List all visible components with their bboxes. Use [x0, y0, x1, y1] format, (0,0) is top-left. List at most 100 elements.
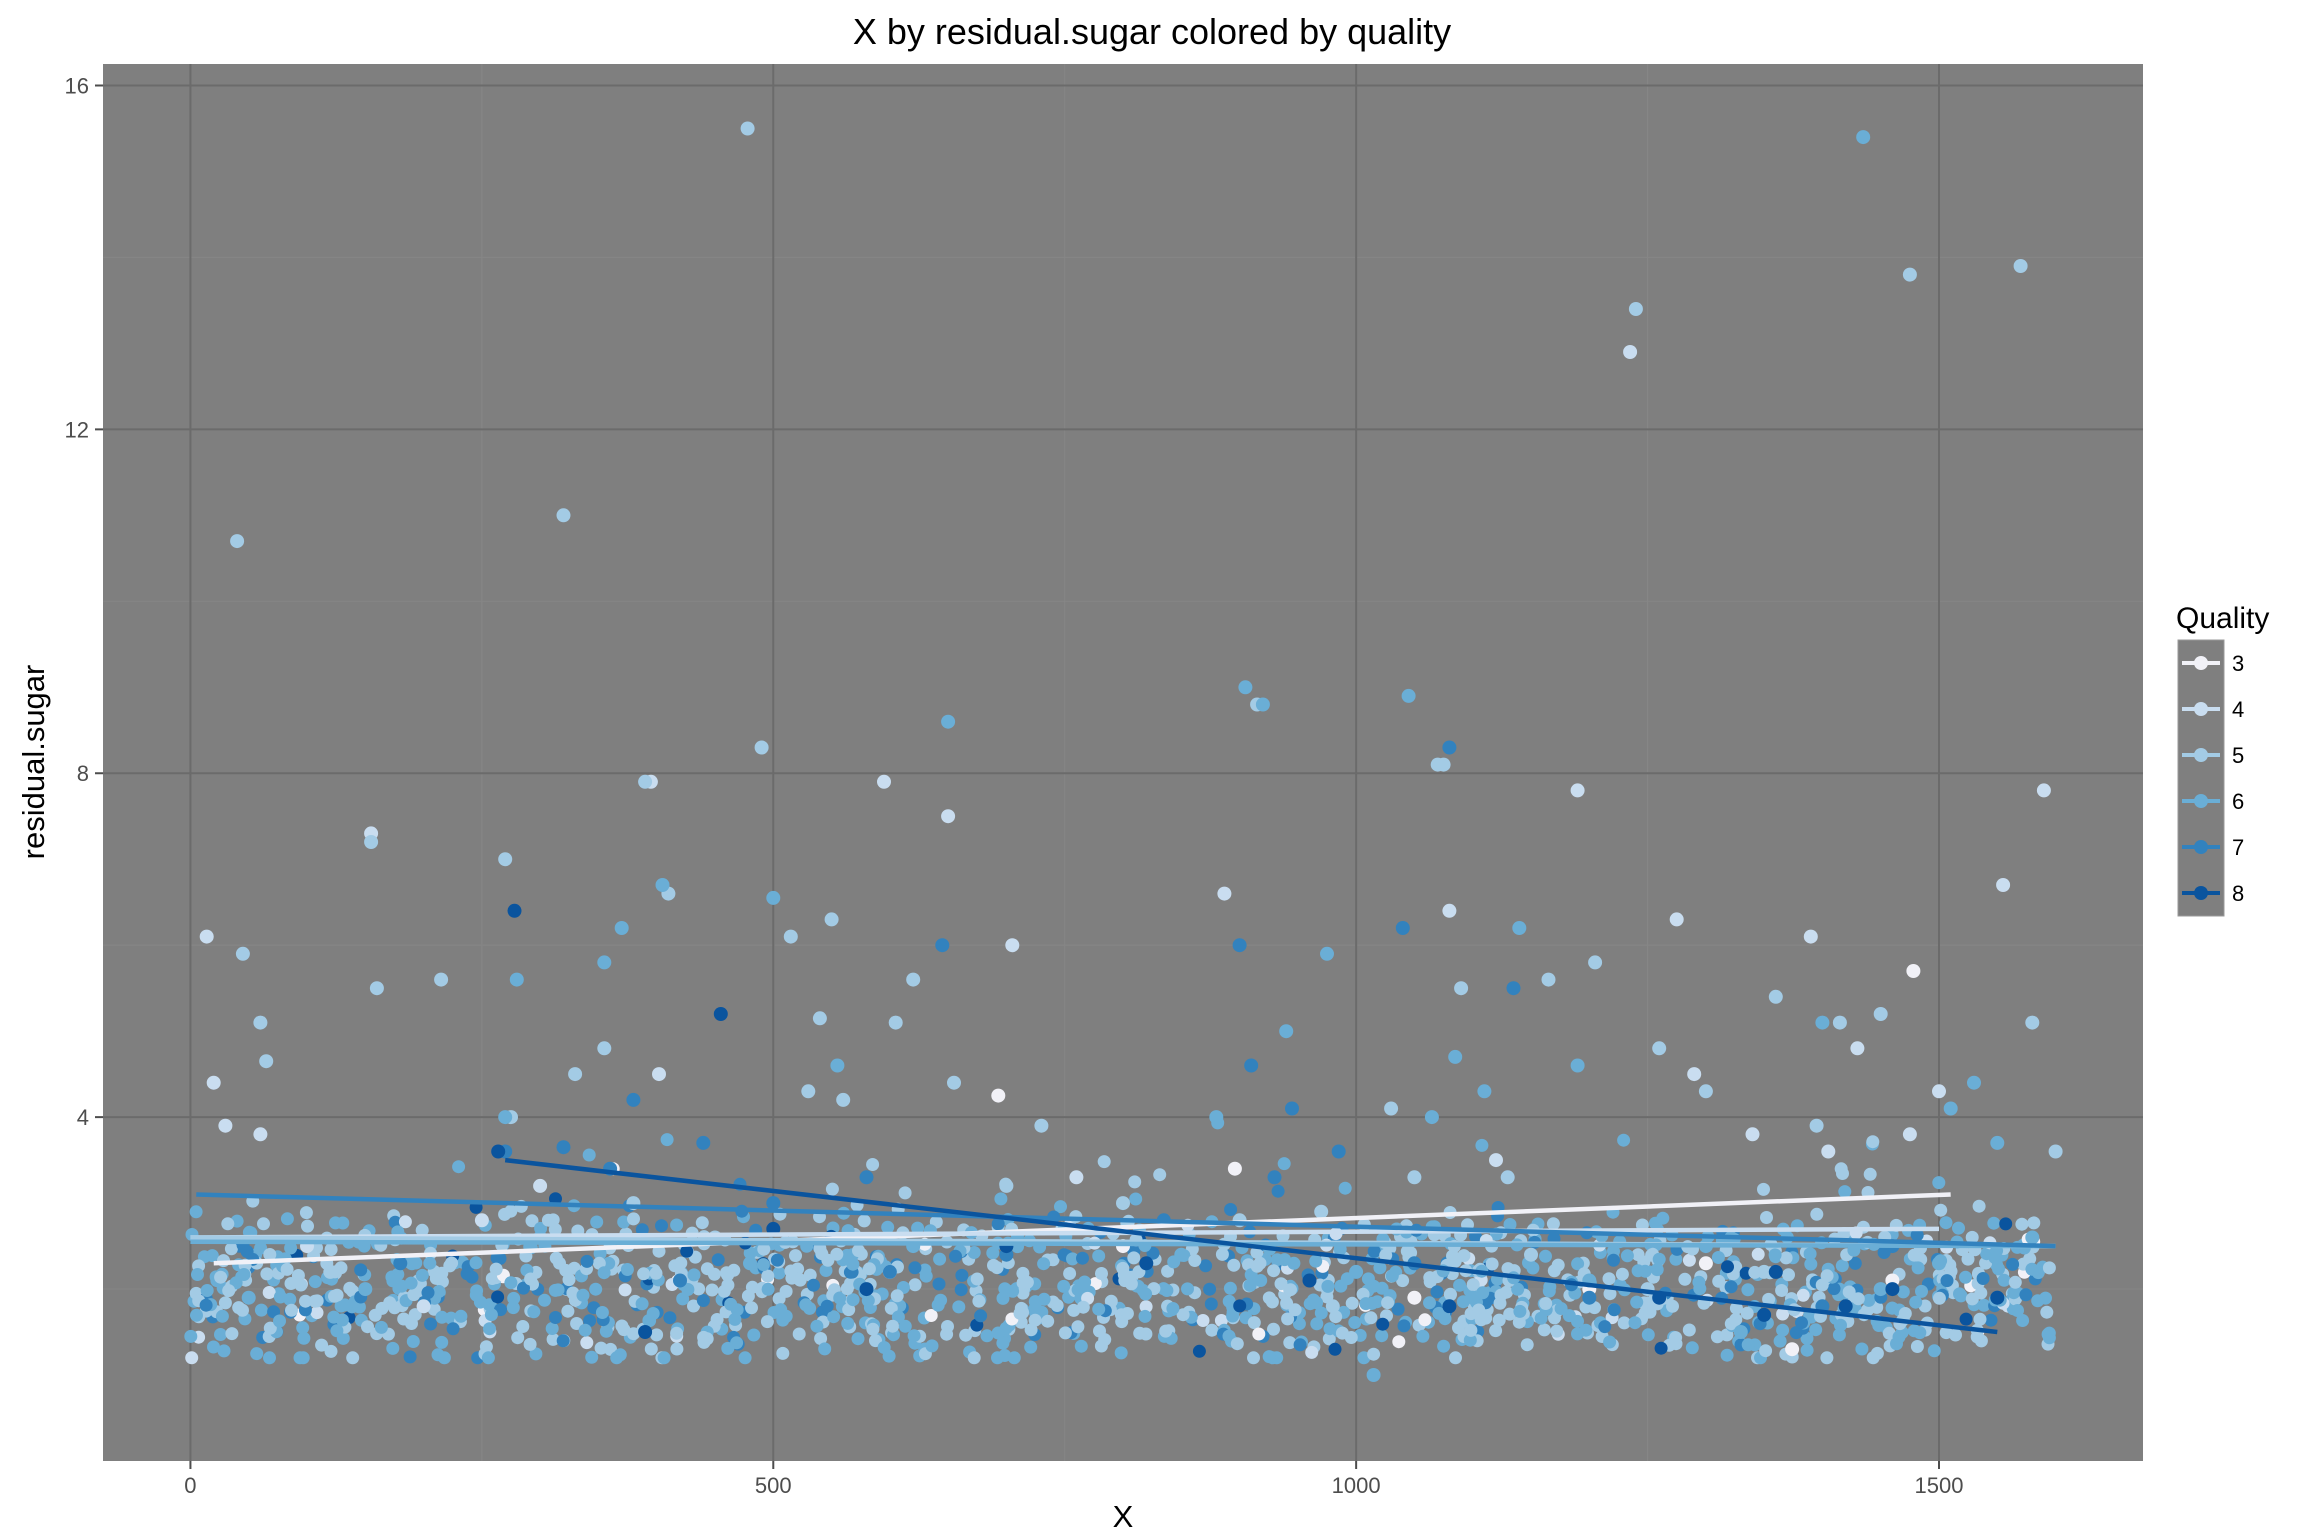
scatter-point [1232, 938, 1247, 953]
scatter-point [1620, 1249, 1634, 1263]
scatter-point [1902, 1127, 1917, 1142]
scatter-point [1821, 1144, 1836, 1159]
scatter-point [970, 1272, 984, 1286]
scatter-point [1364, 1311, 1378, 1325]
scatter-point [1666, 1299, 1679, 1313]
scatter-point [524, 1272, 538, 1286]
scatter-point [407, 1288, 421, 1302]
scatter-point [2025, 1015, 2040, 1030]
scatter-point [330, 1324, 344, 1338]
scatter-point [582, 1148, 596, 1162]
scatter-point [1669, 912, 1684, 927]
scatter-point [761, 1269, 775, 1283]
scatter-point [1302, 1273, 1317, 1288]
scatter-point [498, 1110, 513, 1125]
scatter-point [1243, 1278, 1257, 1292]
scatter-point [1810, 1207, 1824, 1221]
scatter-point [1775, 1284, 1789, 1297]
scatter-point [967, 1246, 981, 1259]
scatter-point [1379, 1248, 1393, 1262]
scatter-point [627, 1327, 640, 1341]
scatter-point [1551, 1258, 1565, 1272]
scatter-point [649, 1266, 663, 1280]
scatter-point [2006, 1257, 2020, 1271]
scatter-point [1603, 1335, 1617, 1349]
scatter-point [568, 1067, 583, 1082]
scatter-point [548, 1283, 562, 1297]
scatter-point [924, 1309, 938, 1322]
scatter-point [1760, 1211, 1773, 1224]
scatter-point [1058, 1326, 1072, 1340]
scatter-point [940, 1327, 954, 1341]
scatter-point [1932, 1291, 1946, 1305]
scatter-point [214, 1270, 228, 1284]
scatter-point [1020, 1275, 1034, 1289]
scatter-point [406, 1335, 420, 1348]
scatter-point [2040, 1305, 2054, 1319]
scatter-point [1424, 1110, 1439, 1125]
scatter-point [1050, 1299, 1064, 1312]
scatter-point [1835, 1259, 1849, 1273]
scatter-point [705, 1283, 719, 1297]
scatter-point [489, 1262, 503, 1276]
scatter-point [730, 1303, 744, 1317]
scatter-point [801, 1084, 816, 1099]
scatter-point [1489, 1324, 1503, 1338]
scatter-point [1161, 1264, 1175, 1278]
scatter-point [1500, 1170, 1515, 1185]
scatter-point [595, 1306, 609, 1319]
scatter-point [2011, 1304, 2024, 1317]
scatter-point [766, 890, 781, 905]
scatter-point [1863, 1167, 1877, 1181]
scatter-point [1932, 1176, 1946, 1190]
scatter-point [1815, 1278, 1829, 1292]
scatter-point [1832, 1328, 1846, 1342]
scatter-point [1115, 1315, 1129, 1329]
legend-label: 4 [2232, 697, 2244, 722]
scatter-point [1996, 878, 2011, 892]
scatter-point [1255, 697, 1270, 712]
scatter-point [949, 1249, 962, 1263]
scatter-point [222, 1284, 236, 1298]
scatter-point [1281, 1312, 1295, 1326]
scatter-point [1138, 1309, 1152, 1323]
scatter-point [707, 1267, 721, 1281]
scatter-point [375, 1301, 389, 1315]
scatter-point [1800, 1343, 1814, 1357]
scatter-point [1452, 1321, 1465, 1335]
scatter-point [1803, 1247, 1817, 1261]
scatter-point [1479, 1311, 1493, 1325]
scatter-point [947, 1075, 961, 1090]
scatter-point [469, 1256, 483, 1270]
scatter-point [866, 1158, 880, 1171]
scatter-point [952, 1300, 966, 1314]
scatter-point [1729, 1313, 1743, 1326]
legend-label: 3 [2232, 651, 2244, 676]
scatter-point [1965, 1292, 1979, 1306]
scatter-point [293, 1351, 307, 1365]
scatter-point [1287, 1256, 1301, 1270]
scatter-point [1546, 1217, 1560, 1231]
scatter-point [527, 1305, 541, 1319]
scatter-point [776, 1346, 790, 1360]
scatter-point [404, 1276, 418, 1290]
scatter-point [696, 1135, 711, 1150]
scatter-point [1092, 1302, 1106, 1316]
scatter-point [491, 1144, 506, 1159]
scatter-point [1176, 1308, 1190, 1322]
scatter-point [760, 1315, 774, 1329]
scatter-point [538, 1293, 551, 1307]
scatter-point [906, 972, 921, 987]
scatter-point [859, 1170, 874, 1185]
scatter-point [507, 1291, 521, 1305]
y-tick-label: 16 [65, 73, 89, 98]
scatter-point [446, 1322, 460, 1336]
scatter-point [354, 1263, 368, 1277]
scatter-point [294, 1278, 308, 1292]
scatter-point [644, 1342, 658, 1356]
scatter-point [1277, 1157, 1291, 1171]
scatter-point [747, 1328, 761, 1342]
scatter-point [1159, 1324, 1173, 1338]
scatter-point [2013, 259, 2028, 273]
